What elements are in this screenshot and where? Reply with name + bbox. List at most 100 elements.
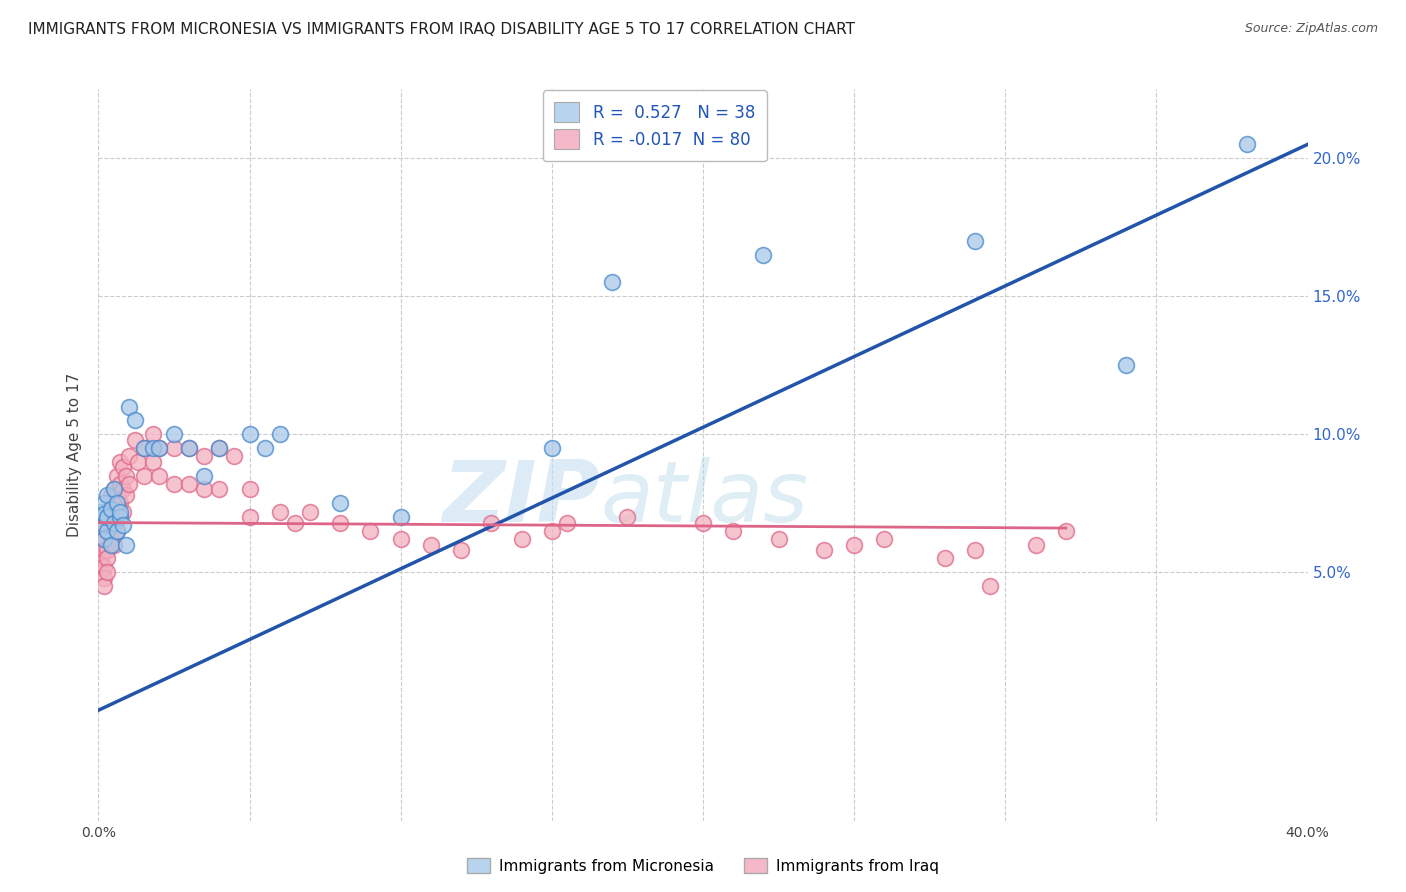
Point: [179, 441, 201, 455]
Point: [239, 427, 262, 442]
Point: [389, 532, 412, 546]
Legend: Immigrants from Micronesia, Immigrants from Iraq: Immigrants from Micronesia, Immigrants f…: [461, 852, 945, 880]
Point: [420, 538, 443, 552]
Point: [124, 413, 146, 427]
Point: [132, 468, 155, 483]
Point: [114, 468, 136, 483]
Point: [108, 504, 131, 518]
Point: [450, 543, 472, 558]
Point: [90, 566, 112, 580]
Point: [90, 516, 112, 530]
Point: [100, 532, 122, 546]
Point: [934, 551, 956, 566]
Point: [105, 496, 128, 510]
Point: [105, 524, 128, 538]
Point: [108, 455, 131, 469]
Point: [1236, 137, 1258, 152]
Point: [813, 543, 835, 558]
Point: [93, 532, 115, 546]
Point: [93, 571, 115, 585]
Point: [163, 427, 186, 442]
Point: [96, 551, 118, 566]
Point: [114, 488, 136, 502]
Point: [179, 476, 201, 491]
Point: [90, 551, 112, 566]
Point: [100, 538, 122, 552]
Y-axis label: Disability Age 5 to 17: Disability Age 5 to 17: [67, 373, 83, 537]
Text: atlas: atlas: [600, 458, 808, 541]
Point: [239, 483, 262, 497]
Point: [163, 441, 186, 455]
Point: [752, 248, 775, 262]
Point: [96, 510, 118, 524]
Point: [118, 450, 141, 464]
Point: [163, 476, 186, 491]
Point: [253, 441, 276, 455]
Point: [1115, 358, 1137, 372]
Point: [93, 496, 115, 510]
Text: ZIP: ZIP: [443, 458, 600, 541]
Point: [239, 510, 262, 524]
Point: [193, 483, 215, 497]
Point: [90, 504, 112, 518]
Point: [299, 504, 322, 518]
Point: [111, 460, 134, 475]
Point: [111, 504, 134, 518]
Point: [96, 516, 118, 530]
Point: [100, 501, 122, 516]
Point: [103, 538, 125, 552]
Point: [96, 488, 118, 502]
Point: [93, 543, 115, 558]
Text: IMMIGRANTS FROM MICRONESIA VS IMMIGRANTS FROM IRAQ DISABILITY AGE 5 TO 17 CORREL: IMMIGRANTS FROM MICRONESIA VS IMMIGRANTS…: [28, 22, 855, 37]
Point: [284, 516, 307, 530]
Point: [616, 510, 638, 524]
Point: [93, 508, 115, 522]
Point: [132, 441, 155, 455]
Point: [93, 559, 115, 574]
Point: [540, 524, 562, 538]
Point: [103, 483, 125, 497]
Point: [100, 488, 122, 502]
Point: [768, 532, 790, 546]
Point: [96, 566, 118, 580]
Point: [208, 441, 231, 455]
Point: [103, 516, 125, 530]
Point: [148, 441, 170, 455]
Point: [1054, 524, 1077, 538]
Point: [96, 524, 118, 538]
Point: [360, 524, 382, 538]
Point: [103, 483, 125, 497]
Point: [1024, 538, 1046, 552]
Point: [93, 579, 115, 593]
Point: [208, 441, 231, 455]
Point: [105, 510, 128, 524]
Point: [103, 510, 125, 524]
Point: [844, 538, 866, 552]
Point: [100, 516, 122, 530]
Point: [193, 468, 215, 483]
Point: [965, 234, 987, 248]
Point: [96, 504, 118, 518]
Point: [127, 455, 149, 469]
Point: [93, 516, 115, 530]
Point: [132, 441, 155, 455]
Text: Source: ZipAtlas.com: Source: ZipAtlas.com: [1244, 22, 1378, 36]
Point: [389, 510, 412, 524]
Point: [142, 455, 165, 469]
Point: [148, 468, 170, 483]
Point: [118, 476, 141, 491]
Point: [108, 496, 131, 510]
Point: [111, 483, 134, 497]
Point: [208, 483, 231, 497]
Point: [111, 518, 134, 533]
Point: [269, 504, 291, 518]
Point: [142, 427, 165, 442]
Point: [540, 441, 562, 455]
Point: [103, 496, 125, 510]
Point: [193, 450, 215, 464]
Point: [481, 516, 503, 530]
Point: [93, 532, 115, 546]
Point: [124, 433, 146, 447]
Point: [873, 532, 896, 546]
Point: [329, 516, 352, 530]
